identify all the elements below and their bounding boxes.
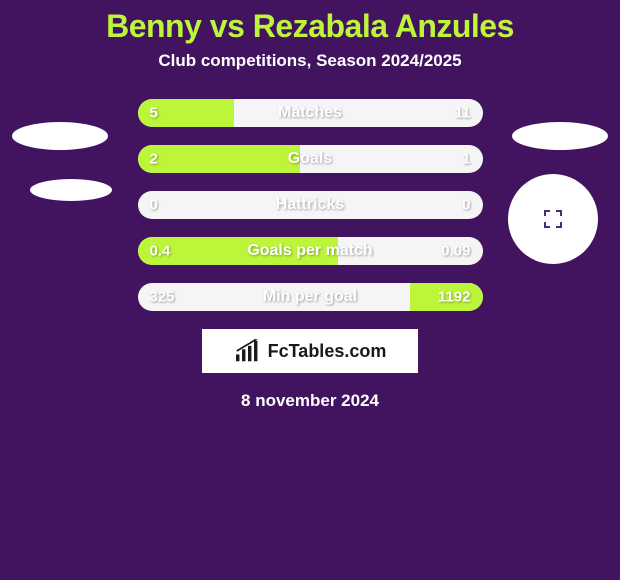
stat-label: Min per goal xyxy=(263,288,357,306)
stat-value-left: 0.4 xyxy=(150,243,171,260)
chart-icon xyxy=(234,339,262,363)
date-text: 8 november 2024 xyxy=(0,391,620,411)
stat-value-right: 0 xyxy=(462,197,470,214)
stat-label: Goals per match xyxy=(247,242,372,260)
stat-label: Goals xyxy=(288,150,332,168)
stat-value-right: 0.09 xyxy=(441,243,470,260)
stat-value-right: 11 xyxy=(455,105,471,122)
stat-row: 325 Min per goal 1192 xyxy=(138,283,483,311)
stats-area: 5 Matches 11 2 Goals 1 0 Hattricks 0 0.4… xyxy=(0,99,620,311)
branding-box: FcTables.com xyxy=(202,329,418,373)
stat-value-left: 5 xyxy=(150,105,158,122)
stat-value-right: 1 xyxy=(462,151,470,168)
stat-row: 0 Hattricks 0 xyxy=(138,191,483,219)
stat-label: Hattricks xyxy=(276,196,344,214)
page-title: Benny vs Rezabala Anzules xyxy=(0,0,620,45)
stat-row: 5 Matches 11 xyxy=(138,99,483,127)
stat-value-right: 1192 xyxy=(438,289,471,306)
stat-label: Matches xyxy=(278,104,342,122)
stat-value-left: 2 xyxy=(150,151,158,168)
stat-row: 0.4 Goals per match 0.09 xyxy=(138,237,483,265)
stat-row: 2 Goals 1 xyxy=(138,145,483,173)
stat-value-left: 325 xyxy=(150,289,175,306)
branding-text: FcTables.com xyxy=(268,341,387,362)
stat-value-left: 0 xyxy=(150,197,158,214)
stat-bar-fill-left xyxy=(138,145,300,173)
subtitle: Club competitions, Season 2024/2025 xyxy=(0,51,620,71)
